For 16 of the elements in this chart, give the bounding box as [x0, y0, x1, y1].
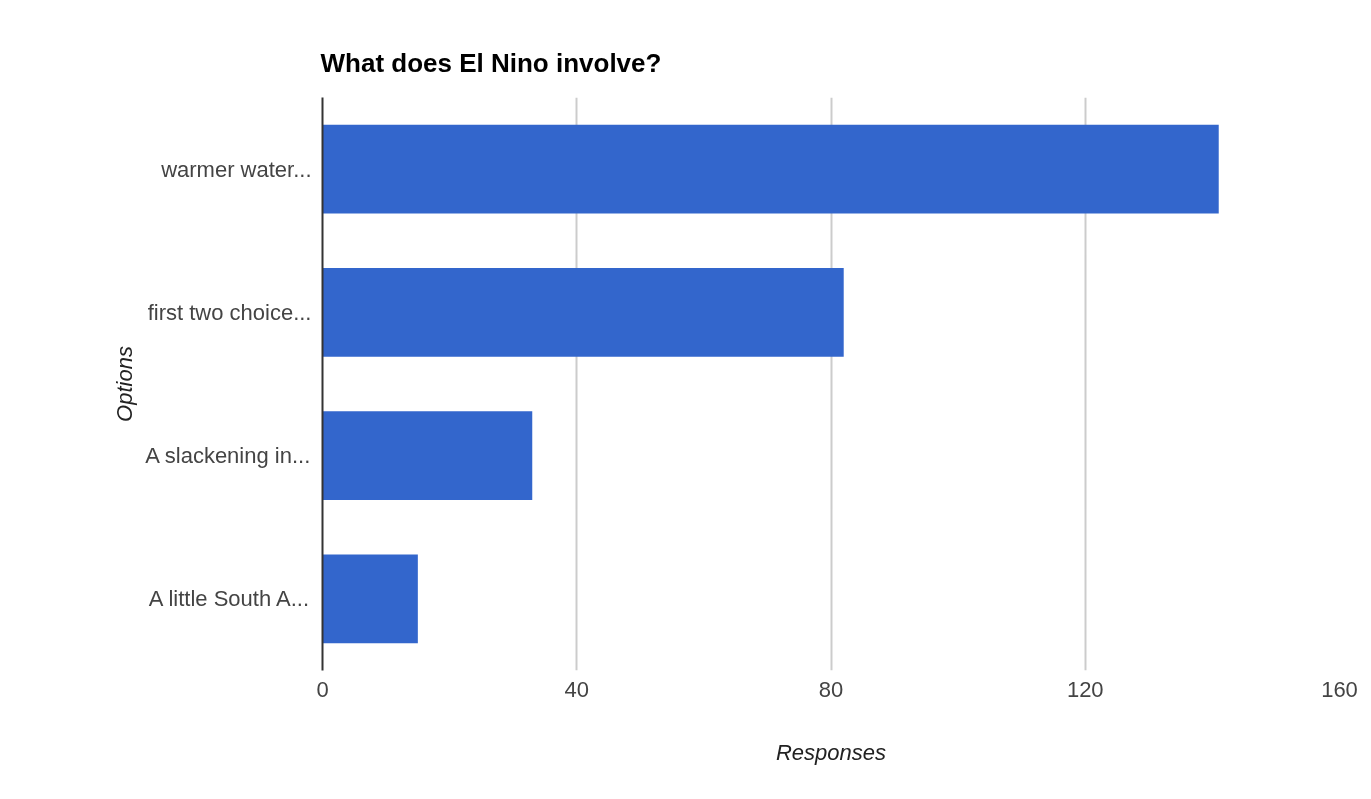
bar [322, 124, 1219, 214]
y-tick-label: first two choice... [147, 299, 312, 325]
y-tick-label: warmer water... [160, 156, 312, 182]
y-tick-label: A slackening in... [145, 443, 311, 469]
x-tick-label: 120 [1066, 676, 1104, 702]
y-axis-title: Options [112, 346, 138, 422]
bar [322, 411, 533, 501]
x-tick-label: 0 [316, 676, 329, 702]
chart-title: What does El Nino involve? [320, 47, 662, 78]
x-tick-label: 80 [818, 676, 844, 702]
bar [322, 554, 418, 644]
x-tick-label: 160 [1321, 676, 1358, 702]
y-tick-label: A little South A... [148, 586, 310, 612]
x-tick-label: 40 [564, 676, 589, 702]
bar [322, 267, 844, 357]
x-axis-title: Responses [775, 739, 887, 765]
